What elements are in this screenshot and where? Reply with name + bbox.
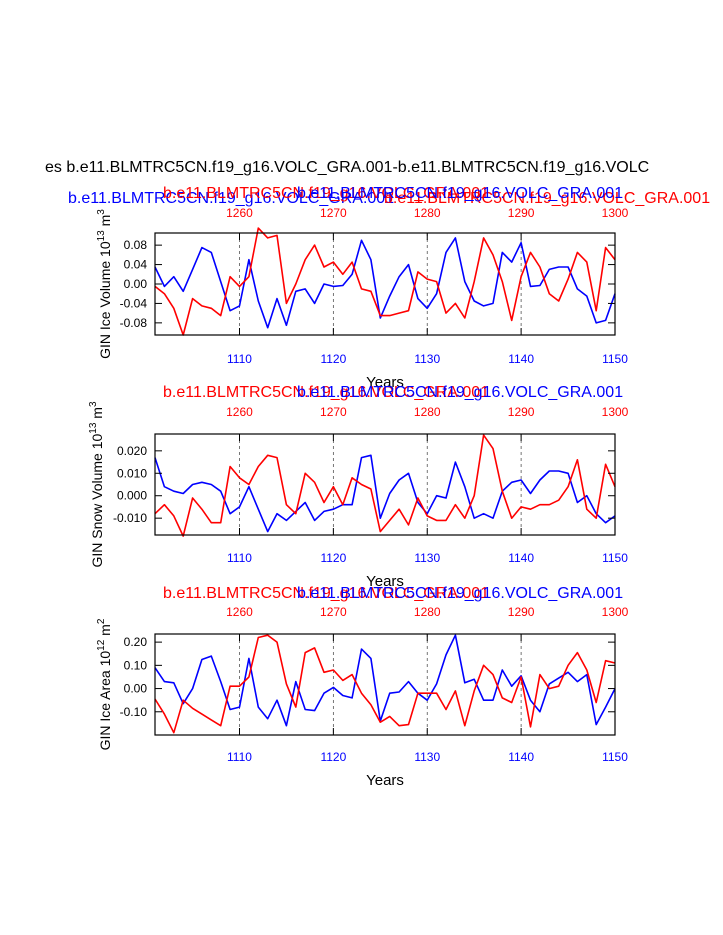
x-tick-label-top: 1270 bbox=[320, 206, 347, 220]
x-tick-label-bottom: 1110 bbox=[227, 750, 252, 764]
blue-series-label: b.e11.BLMTRC5CN.f19_g16.VOLC_GRA.001 bbox=[297, 585, 623, 602]
red-series-label: b.e11.BLMTRC5CN.f19_g16.VOLC_GRA.001 bbox=[163, 384, 489, 401]
blue-series-label: b.e11.BLMTRC5CN.f19_g16.VOLC_GRA.001 bbox=[297, 185, 623, 202]
red-series-label: b.e11.BLMTRC5CN.f19_g16.VOLC_GRA.001 bbox=[163, 585, 489, 602]
y-tick-label: 0.000 bbox=[117, 489, 147, 503]
blue-series-line bbox=[154, 237, 616, 329]
x-tick-label-top: 1290 bbox=[508, 405, 535, 419]
x-tick-label-bottom: 1130 bbox=[414, 750, 440, 764]
y-tick-label: 0.010 bbox=[117, 466, 147, 480]
plot-frame bbox=[154, 433, 616, 536]
x-tick-label-bottom: 1120 bbox=[320, 551, 346, 565]
x-tick-label-top: 1280 bbox=[414, 605, 441, 619]
x-tick-label-top: 1280 bbox=[414, 206, 441, 220]
x-tick-label-top: 1270 bbox=[320, 405, 347, 419]
x-tick-label-bottom: 1150 bbox=[602, 551, 628, 565]
x-axis-label: Years bbox=[366, 374, 404, 391]
x-tick-label-top: 1270 bbox=[320, 605, 347, 619]
x-tick-label-top: 1280 bbox=[414, 405, 441, 419]
ice-volume-panel: b.e11.BLMTRC5CN.f19_g16.VOLC_GRA.001b.e1… bbox=[96, 185, 629, 391]
y-tick-label: -0.10 bbox=[120, 705, 148, 719]
x-tick-label-bottom: 1120 bbox=[320, 352, 346, 366]
snow-volume-panel: b.e11.BLMTRC5CN.f19_g16.VOLC_GRA.001b.e1… bbox=[88, 384, 629, 590]
y-tick-label: 0.20 bbox=[124, 635, 148, 649]
x-tick-label-bottom: 1120 bbox=[320, 750, 346, 764]
y-tick-label: 0.00 bbox=[124, 277, 148, 291]
x-tick-label-top: 1300 bbox=[602, 206, 629, 220]
x-tick-label-top: 1260 bbox=[226, 206, 253, 220]
y-tick-label: 0.08 bbox=[124, 238, 148, 252]
x-tick-label-top: 1260 bbox=[226, 605, 253, 619]
x-tick-label-bottom: 1140 bbox=[508, 352, 534, 366]
y-axis-label: GIN Ice Volume 1013 m3 bbox=[96, 209, 113, 359]
y-axis-label: GIN Snow Volume 1013 m3 bbox=[88, 401, 105, 568]
x-tick-label-top: 1290 bbox=[508, 605, 535, 619]
red-series-line bbox=[154, 634, 616, 734]
y-tick-label: -0.04 bbox=[120, 296, 148, 310]
blue-series-line bbox=[154, 634, 616, 727]
y-tick-label: 0.04 bbox=[124, 258, 148, 272]
red-series-label: b.e11.BLMTRC5CN.f19_g16.VOLC_GRA.001 bbox=[163, 185, 489, 202]
y-tick-label: 0.00 bbox=[124, 682, 148, 696]
x-tick-label-bottom: 1140 bbox=[508, 551, 534, 565]
main-title: es b.e11.BLMTRC5CN.f19_g16.VOLC_GRA.001-… bbox=[45, 159, 649, 176]
x-tick-label-bottom: 1150 bbox=[602, 750, 628, 764]
top-blue-title: b.e11.BLMTRC5CN.f19_g16.VOLC_GRA.001 bbox=[68, 190, 394, 207]
x-tick-label-bottom: 1110 bbox=[227, 352, 252, 366]
x-tick-label-top: 1300 bbox=[602, 405, 629, 419]
x-tick-label-bottom: 1130 bbox=[414, 551, 440, 565]
plot-frame bbox=[154, 633, 616, 736]
y-tick-label: -0.08 bbox=[120, 316, 148, 330]
red-series-line bbox=[154, 434, 616, 537]
red-series-line bbox=[154, 227, 616, 336]
top-red-title: b.e11.BLMTRC5CN.f19_g16.VOLC_GRA.001 bbox=[384, 190, 710, 207]
blue-series-label: b.e11.BLMTRC5CN.f19_g16.VOLC_GRA.001 bbox=[297, 384, 623, 401]
y-axis-label: GIN Ice Area 1012 m2 bbox=[96, 618, 113, 750]
x-tick-label-top: 1290 bbox=[508, 206, 535, 220]
x-tick-label-top: 1260 bbox=[226, 405, 253, 419]
ice-area-panel: b.e11.BLMTRC5CN.f19_g16.VOLC_GRA.001b.e1… bbox=[96, 585, 629, 789]
y-tick-label: 0.020 bbox=[117, 444, 147, 458]
y-tick-label: 0.10 bbox=[124, 658, 148, 672]
x-tick-label-bottom: 1130 bbox=[414, 352, 440, 366]
x-tick-label-bottom: 1110 bbox=[227, 551, 252, 565]
x-tick-label-bottom: 1150 bbox=[602, 352, 628, 366]
x-axis-label: Years bbox=[366, 573, 404, 590]
x-axis-label: Years bbox=[366, 772, 404, 789]
y-tick-label: -0.010 bbox=[113, 511, 147, 525]
blue-series-line bbox=[154, 454, 616, 533]
x-tick-label-top: 1300 bbox=[602, 605, 629, 619]
x-tick-label-bottom: 1140 bbox=[508, 750, 534, 764]
